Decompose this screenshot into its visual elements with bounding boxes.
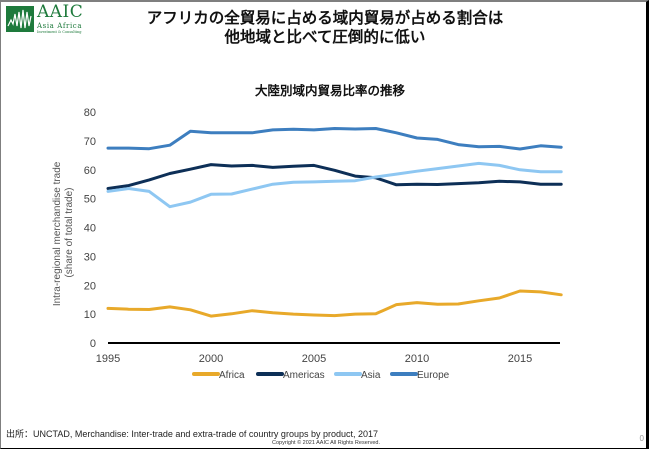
- copyright: Copyright © 2021 AAIC All Rights Reserve…: [272, 440, 380, 446]
- legend-label-africa: Africa: [219, 370, 245, 381]
- x-tick-label: 1995: [96, 353, 120, 365]
- x-axis-ticks: 1995 2000 2005 2010 2015: [96, 353, 532, 365]
- series-line-asia: [106, 161, 563, 209]
- y-tick-label: 50: [84, 194, 96, 206]
- legend-label-europe: Europe: [417, 370, 450, 381]
- series-line-europe: [106, 127, 563, 151]
- y-axis-label: Intra-regional merchandise trade (share …: [52, 159, 75, 306]
- y-tick-label: 60: [84, 165, 96, 177]
- x-tick-label: 2010: [405, 353, 429, 365]
- series-lines: [106, 127, 563, 318]
- source-note: 出所：UNCTAD, Merchandise: Inter-trade and …: [6, 429, 379, 439]
- y-tick-label: 80: [84, 107, 96, 119]
- logo-name: AAIC: [37, 2, 84, 22]
- page-number: 0: [639, 434, 644, 443]
- y-tick-label: 40: [84, 223, 96, 235]
- x-tick-label: 2000: [199, 353, 223, 365]
- slide-title: アフリカの全貿易に占める域内貿易が占める割合は 他地域と比べて圧倒的に低い: [100, 9, 550, 47]
- slide-title-line2: 他地域と比べて圧倒的に低い: [224, 28, 426, 46]
- slide-title-line1: アフリカの全貿易に占める域内貿易が占める割合は: [146, 9, 504, 27]
- aaic-logo: AAIC Asia Africa Investment & Consulting: [6, 2, 86, 34]
- y-tick-label: 30: [84, 251, 96, 263]
- x-tick-label: 2005: [302, 353, 326, 365]
- y-tick-label: 0: [90, 338, 96, 350]
- legend-label-americas: Americas: [283, 370, 325, 381]
- y-axis-ticks: 0 10 20 30 40 50 60 70 80: [84, 107, 96, 350]
- y-axis-label-line1: Intra-regional merchandise trade: [52, 161, 63, 306]
- legend-label-asia: Asia: [361, 370, 381, 381]
- legend: Africa Americas Asia Europe: [192, 370, 450, 381]
- series-line-americas: [106, 163, 563, 190]
- y-tick-label: 20: [84, 280, 96, 292]
- chart-title: 大陸別域内貿易比率の推移: [254, 83, 405, 98]
- x-tick-label: 2015: [508, 353, 532, 365]
- logo-tagline: Investment & Consulting: [37, 30, 82, 34]
- series-line-africa: [106, 289, 563, 318]
- logo-subtitle: Asia Africa: [37, 22, 83, 30]
- y-tick-label: 70: [84, 136, 96, 148]
- y-tick-label: 10: [84, 309, 96, 321]
- y-axis-label-line2: (share of total trade): [64, 187, 75, 277]
- logo-mark-icon: [6, 6, 34, 32]
